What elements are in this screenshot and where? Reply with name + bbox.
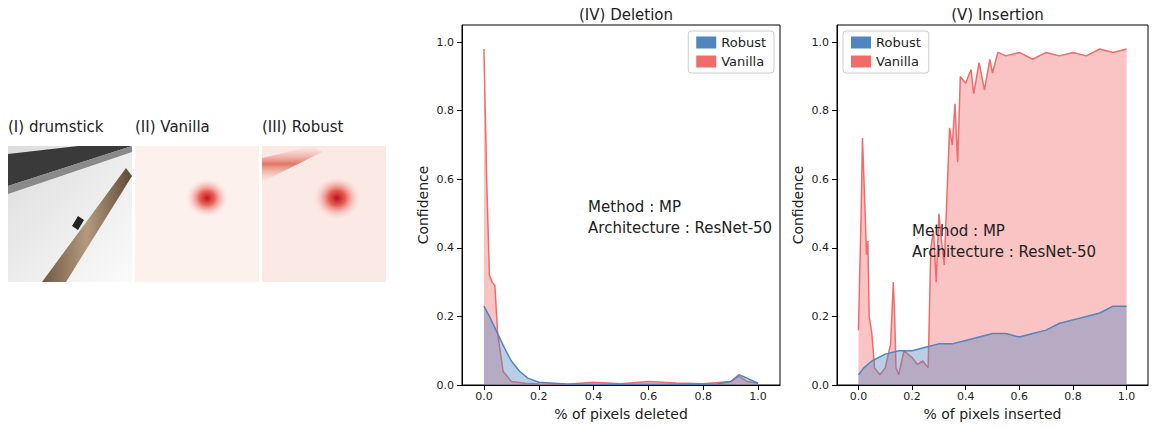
svg-text:0.4: 0.4: [437, 241, 455, 254]
svg-text:0.4: 0.4: [812, 241, 830, 254]
svg-text:Vanilla: Vanilla: [721, 54, 764, 69]
svg-text:Robust: Robust: [876, 35, 921, 50]
svg-text:1.0: 1.0: [749, 390, 767, 403]
svg-text:Method : MP: Method : MP: [588, 198, 681, 216]
svg-text:0.4: 0.4: [585, 390, 603, 403]
svg-text:Robust: Robust: [721, 35, 766, 50]
svg-text:1.0: 1.0: [1118, 390, 1136, 403]
svg-text:0.6: 0.6: [437, 173, 455, 186]
svg-text:Architecture : ResNet-50: Architecture : ResNet-50: [588, 219, 772, 237]
svg-text:Confidence: Confidence: [790, 166, 806, 245]
svg-text:0.2: 0.2: [437, 310, 455, 323]
svg-text:Vanilla: Vanilla: [876, 54, 919, 69]
svg-text:0.8: 0.8: [1064, 390, 1082, 403]
svg-text:Method : MP: Method : MP: [912, 222, 1005, 240]
svg-text:Architecture : ResNet-50: Architecture : ResNet-50: [912, 243, 1096, 261]
svg-text:0.4: 0.4: [957, 390, 975, 403]
svg-text:0.6: 0.6: [1011, 390, 1029, 403]
svg-text:0.2: 0.2: [530, 390, 548, 403]
svg-text:(IV) Deletion: (IV) Deletion: [579, 6, 673, 24]
svg-text:% of pixels deleted: % of pixels deleted: [554, 406, 688, 422]
svg-text:0.2: 0.2: [903, 390, 921, 403]
svg-text:1.0: 1.0: [812, 36, 830, 49]
svg-text:0.8: 0.8: [437, 104, 455, 117]
svg-text:0.0: 0.0: [850, 390, 868, 403]
svg-text:0.0: 0.0: [437, 379, 455, 392]
svg-text:0.8: 0.8: [812, 104, 830, 117]
svg-text:% of pixels inserted: % of pixels inserted: [924, 406, 1062, 422]
html-text:(III) Robust: (III) Robust: [262, 118, 344, 136]
svg-text:0.0: 0.0: [475, 390, 493, 403]
svg-text:0.2: 0.2: [812, 310, 830, 323]
svg-text:0.0: 0.0: [812, 379, 830, 392]
svg-text:0.8: 0.8: [694, 390, 712, 403]
svg-text:0.6: 0.6: [812, 173, 830, 186]
html-text:(II) Vanilla: (II) Vanilla: [135, 118, 210, 136]
svg-text:1.0: 1.0: [437, 36, 455, 49]
html-text:(I) drumstick: (I) drumstick: [8, 118, 104, 136]
svg-text:Confidence: Confidence: [415, 166, 431, 245]
svg-text:0.6: 0.6: [640, 390, 658, 403]
svg-text:(V) Insertion: (V) Insertion: [951, 6, 1044, 24]
